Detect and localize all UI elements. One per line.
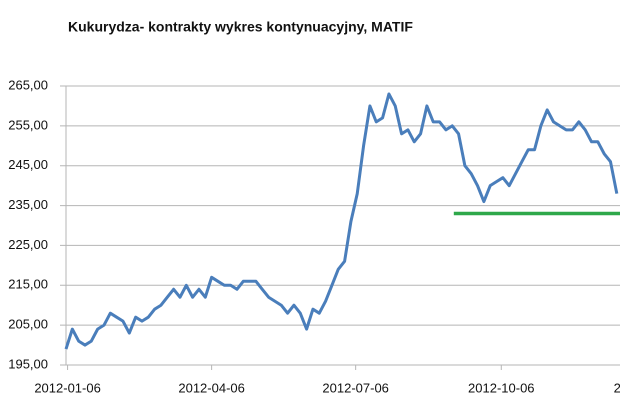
x-tick-label: 2012-07-06: [322, 380, 389, 395]
y-tick-label: 225,00: [8, 237, 48, 252]
y-tick-label: 235,00: [8, 197, 48, 212]
y-tick-label: 195,00: [8, 356, 48, 371]
price-line: [64, 92, 619, 350]
x-tick-label: 2013-01-06: [614, 380, 620, 395]
x-tick-label: 2012-01-06: [34, 380, 101, 395]
y-tick-label: 205,00: [8, 317, 48, 332]
y-tick-label: 215,00: [8, 277, 48, 292]
y-tick-label: 255,00: [8, 117, 48, 132]
y-tick-label: 265,00: [8, 77, 48, 92]
y-tick-label: 245,00: [8, 157, 48, 172]
chart-title: Kukurydza- kontrakty wykres kontynuacyjn…: [68, 19, 413, 35]
x-tick-label: 2012-04-06: [178, 380, 245, 395]
x-tick-label: 2012-10-06: [468, 380, 535, 395]
